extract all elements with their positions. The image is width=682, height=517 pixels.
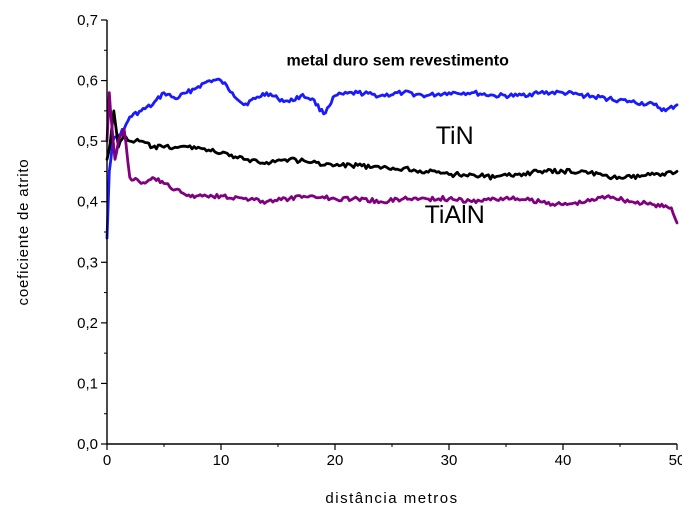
x-tick-label: 20 — [327, 452, 344, 469]
labels-layer: distância metros coeficiente de atrito — [15, 159, 458, 507]
y-tick-label: 0,0 — [77, 436, 98, 453]
annotation-label: TiAlN — [425, 201, 485, 229]
series-line-tialn — [105, 91, 679, 225]
y-tick-label: 0,1 — [77, 375, 98, 392]
ticks-layer: 0,0 0,1 0,2 0,3 0,4 0,5 0,6 0,7 0 10 20 30 40 50 — [77, 12, 682, 469]
axes-layer — [106, 20, 677, 445]
y-tick-label: 0,2 — [77, 315, 98, 332]
y-axis-label: coeficiente de atrito — [15, 159, 32, 306]
x-tick-label: 50 — [669, 452, 682, 469]
y-tick-label: 0,4 — [77, 194, 98, 211]
x-tick-label: 10 — [213, 452, 230, 469]
y-tick-label: 0,3 — [77, 254, 98, 271]
annotations-layer: metal duro sem revestimento TiN TiAlN — [287, 52, 510, 228]
x-axis-label: distância metros — [325, 490, 458, 507]
y-tick-label: 0,6 — [77, 73, 98, 90]
y-tick-label: 0,7 — [77, 12, 98, 29]
series-line-metal-duro-sem-revestimento — [105, 77, 679, 240]
annotation-label: TiN — [436, 122, 474, 150]
series-line-tin — [105, 109, 679, 181]
annotation-label: metal duro sem revestimento — [287, 52, 510, 69]
y-tick-label: 0,5 — [77, 133, 98, 150]
x-tick-label: 30 — [441, 452, 458, 469]
series-layer — [105, 77, 679, 240]
x-tick-label: 0 — [103, 452, 111, 469]
x-tick-label: 40 — [555, 452, 572, 469]
